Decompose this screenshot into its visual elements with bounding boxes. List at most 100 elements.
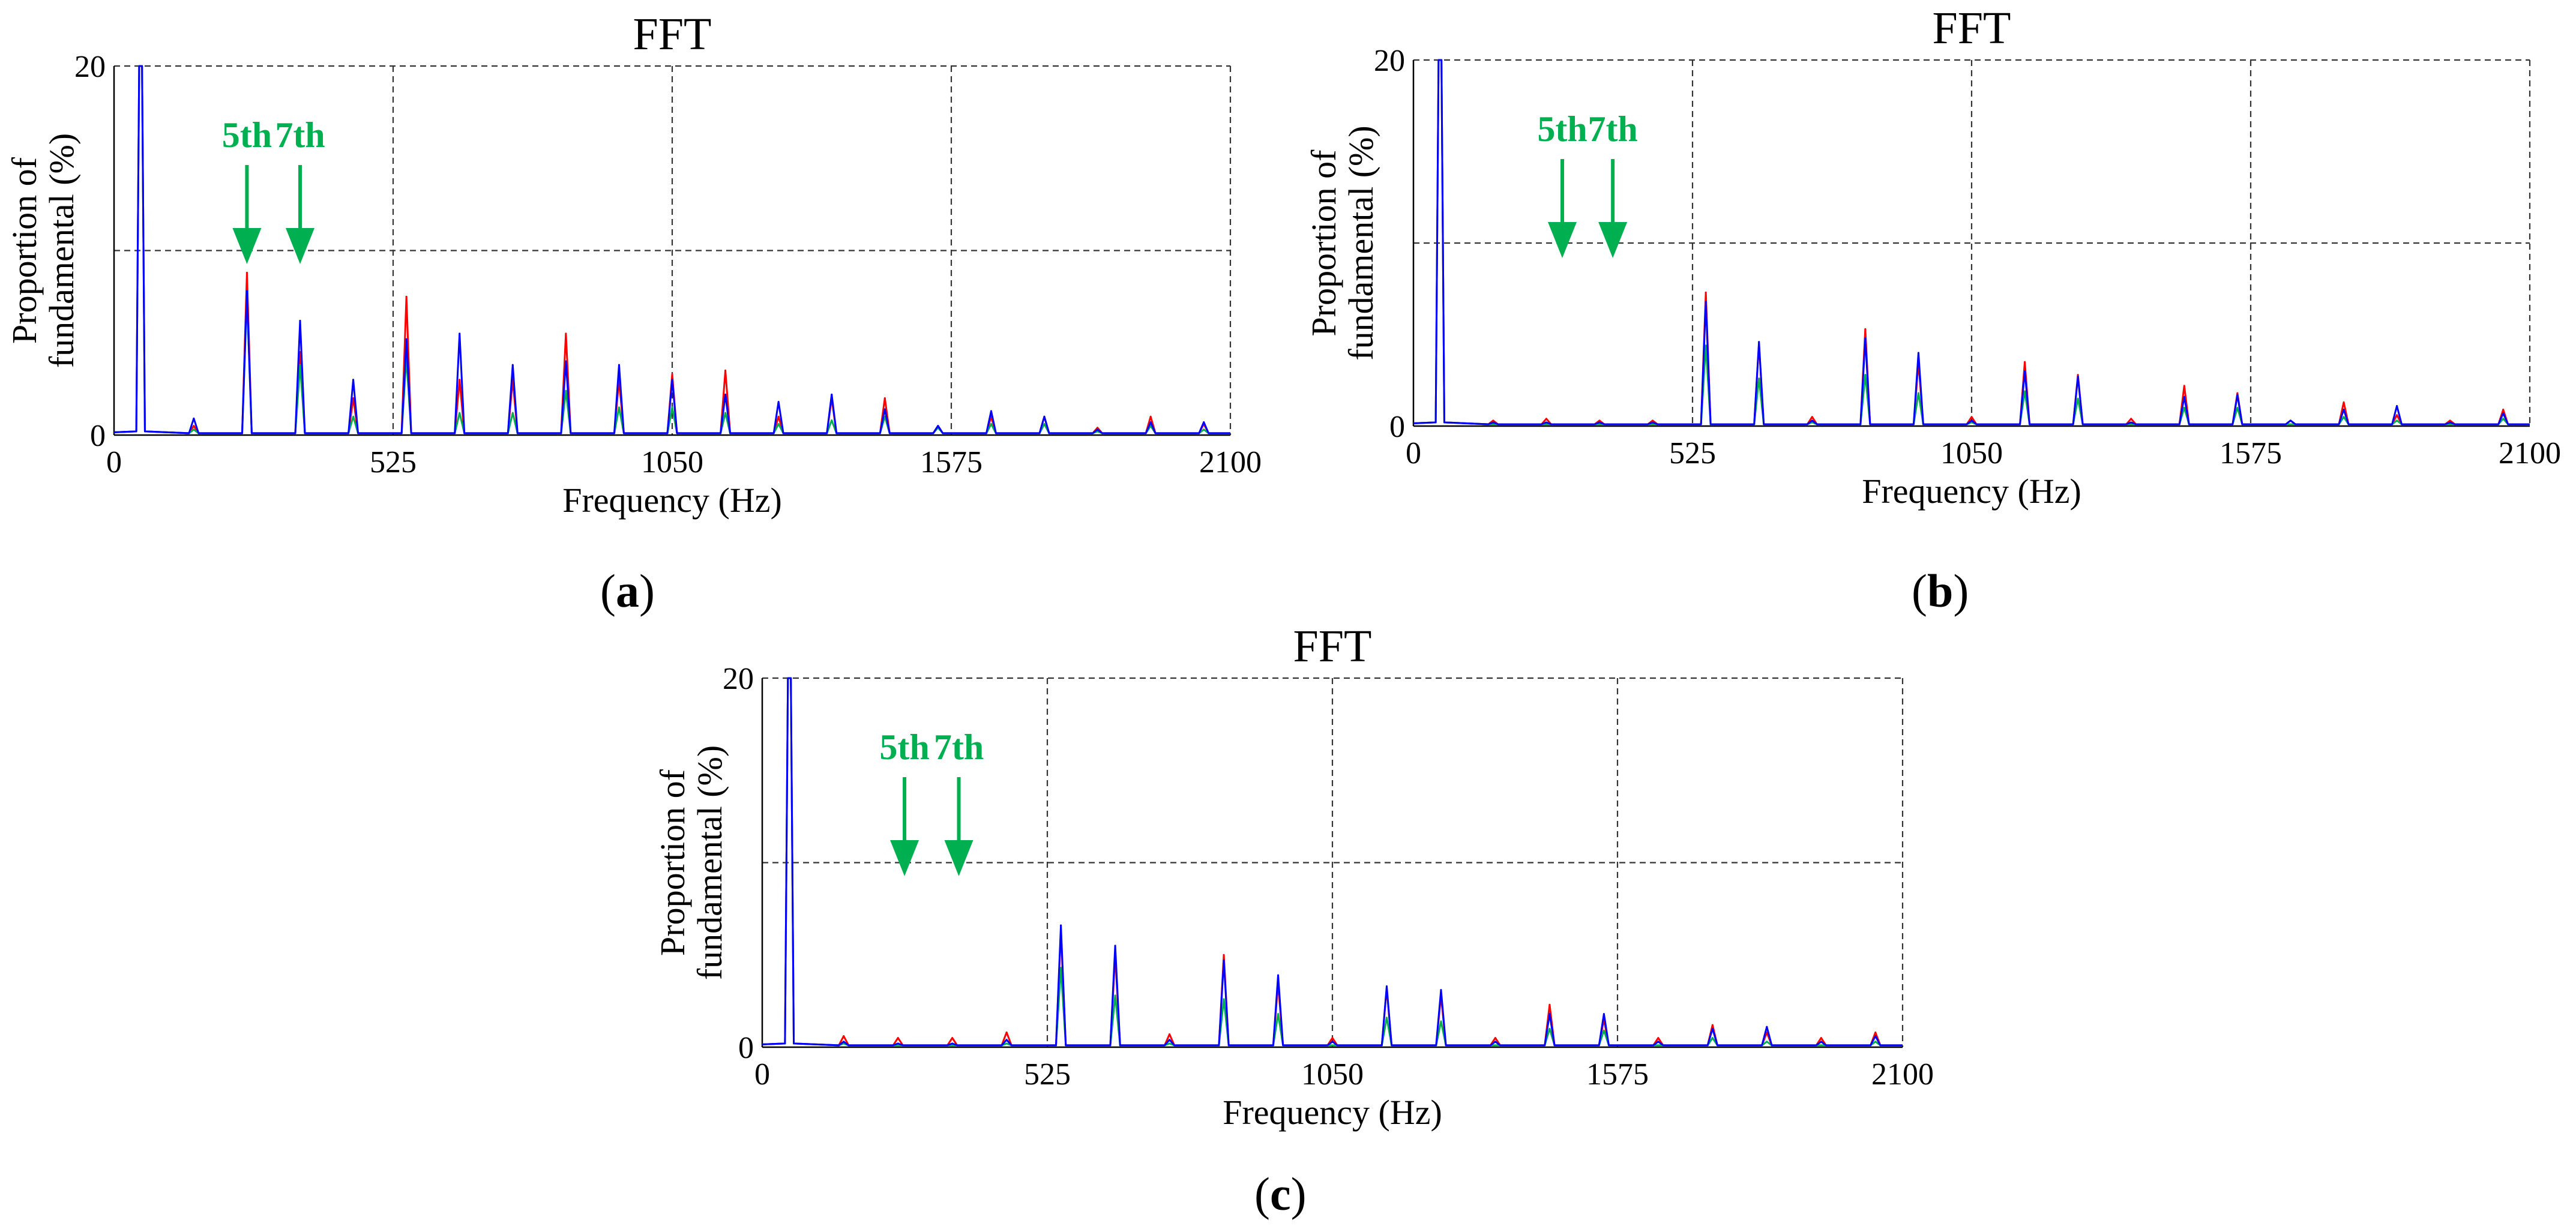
harmonic-peak — [1657, 1037, 1660, 1039]
harmonic-peak — [937, 425, 939, 427]
harmonic-peak — [1114, 945, 1116, 947]
harmonic-peak — [193, 428, 195, 431]
harmonic-peak — [1545, 418, 1547, 420]
harmonic-peak — [1705, 344, 1707, 347]
harmonic-peak — [459, 332, 461, 335]
fft-chart-a: FFT 0 525 1050 1575 2100 0 20 Frequency (Hz) Prop… — [5, 9, 1262, 520]
harmonic-peak — [2077, 374, 2079, 376]
harmonic-peak — [724, 393, 727, 395]
harmonic-peak — [245, 290, 248, 292]
harmonic-peak — [1970, 419, 1973, 422]
harmonic-peak — [1705, 301, 1707, 303]
annotation-label: 5th — [222, 115, 272, 155]
harmonic-peak — [1277, 974, 1280, 976]
harmonic-peak — [1711, 1037, 1714, 1039]
harmonic-peak — [565, 389, 567, 392]
y-tick-label: 20 — [1374, 44, 1405, 78]
harmonic-peak — [1864, 337, 1867, 340]
chart-title: FFT — [1293, 621, 1372, 672]
y-tick-label: 0 — [1389, 410, 1405, 444]
harmonic-peak — [459, 379, 461, 381]
harmonic-peak — [193, 425, 195, 427]
harmonic-peak — [2183, 385, 2185, 387]
harmonic-peak — [352, 397, 355, 399]
harmonic-peak — [1657, 1044, 1660, 1047]
harmonic-peak — [1652, 419, 1654, 422]
caption-c: (c) — [1254, 1168, 1307, 1220]
harmonic-peak — [2343, 416, 2345, 418]
harmonic-peak — [2343, 401, 2345, 403]
y-axis-label-line1: Proportion of — [1304, 149, 1343, 337]
harmonic-peak — [459, 412, 461, 414]
fft-panel-b: FFT 0 525 1050 1575 2100 0 20 Frequency (Hz) Prop… — [1296, 0, 2561, 564]
x-tick-label: 525 — [370, 445, 417, 479]
harmonic-peak — [1766, 1041, 1768, 1043]
x-tick-label: 1575 — [1586, 1057, 1649, 1092]
harmonic-peak — [1548, 1027, 1551, 1030]
harmonic-peak — [671, 373, 673, 376]
harmonic-peak — [2502, 412, 2505, 415]
harmonic-peak — [1494, 1041, 1496, 1043]
harmonic-peak — [352, 379, 355, 381]
y-tick-label: 20 — [74, 50, 106, 84]
harmonic-peak — [990, 410, 992, 412]
harmonic-peak — [1864, 374, 1867, 376]
fft-chart-c: FFT 0 525 1050 1575 2100 0 20 Frequency (Hz) Prop… — [653, 621, 1934, 1132]
harmonic-peak — [831, 419, 833, 421]
harmonic-peak — [1440, 989, 1442, 991]
caption-a: (a) — [600, 565, 655, 617]
y-axis-label-line2: fundamental (%) — [690, 745, 729, 980]
annotation-label: 5th — [1537, 109, 1587, 149]
y-axis-label-line2: fundamental (%) — [1341, 125, 1380, 360]
annotation-arrow-head — [286, 228, 314, 264]
harmonic-peak — [1711, 1027, 1714, 1030]
harmonic-peak — [1874, 1031, 1877, 1033]
harmonic-peak — [1331, 1044, 1334, 1047]
harmonic-peak — [1811, 419, 1813, 422]
harmonic-peak — [2502, 418, 2505, 420]
harmonic-peak — [951, 1044, 954, 1047]
harmonic-peak — [777, 423, 780, 425]
harmonic-peak — [724, 369, 727, 371]
harmonic-peak — [1494, 1037, 1496, 1039]
annotation-arrow-head — [890, 840, 919, 876]
harmonic-peak — [1385, 985, 1388, 988]
harmonic-peak — [1494, 1044, 1496, 1047]
harmonic-peak — [618, 406, 620, 409]
harmonic-peak — [1711, 1024, 1714, 1026]
harmonic-peak — [1043, 423, 1046, 425]
harmonic-peak — [1097, 427, 1099, 429]
x-tick-label: 525 — [1669, 436, 1716, 470]
harmonic-peak — [724, 412, 727, 414]
harmonic-peak — [1043, 415, 1046, 418]
y-axis-label-line1: Proportion of — [653, 769, 692, 956]
harmonic-peak — [299, 319, 301, 322]
harmonic-peak — [2024, 361, 2026, 363]
harmonic-peak — [1874, 1035, 1877, 1038]
harmonic-peak — [511, 412, 514, 414]
annotation-arrow-head — [1548, 222, 1577, 258]
harmonic-peak — [671, 406, 673, 409]
harmonic-peak — [2396, 404, 2398, 407]
harmonic-peak — [2236, 407, 2239, 409]
annotation-label: 5th — [879, 727, 929, 767]
annotation-arrow-head — [1598, 222, 1628, 258]
harmonic-peak — [777, 401, 780, 403]
harmonic-peak — [1097, 428, 1099, 431]
harmonic-peak — [2396, 419, 2398, 422]
harmonic-peak — [405, 295, 408, 298]
harmonic-peak — [951, 1042, 954, 1045]
harmonic-peak — [2502, 409, 2505, 411]
harmonic-peak — [565, 360, 567, 362]
harmonic-peak — [1492, 423, 1494, 425]
harmonic-peak — [1169, 1042, 1171, 1045]
harmonic-peak — [2130, 423, 2132, 425]
harmonic-peak — [1149, 415, 1152, 418]
harmonic-peak — [1005, 1042, 1008, 1045]
harmonic-peak — [1598, 419, 1601, 422]
fft-panel-c: FFT 0 525 1050 1575 2100 0 20 Frequency (Hz) Prop… — [653, 621, 1934, 1188]
harmonic-peak — [2130, 421, 2132, 424]
harmonic-peak — [1874, 1041, 1877, 1043]
harmonic-peak — [1060, 924, 1062, 927]
x-axis-label: Frequency (Hz) — [562, 481, 782, 520]
